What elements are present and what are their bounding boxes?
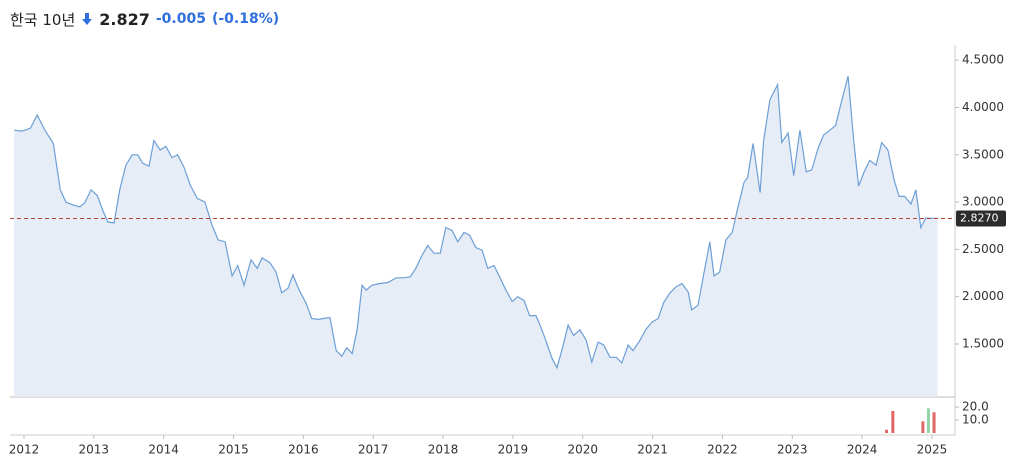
- x-tick-label: 2023: [777, 443, 808, 457]
- volume-bar: [926, 408, 930, 433]
- y-tick-label: 2.5000: [962, 242, 1004, 256]
- x-tick-label: 2025: [917, 443, 948, 457]
- x-tick-label: 2021: [637, 443, 668, 457]
- line: [14, 76, 938, 370]
- x-tick-label: 2022: [707, 443, 738, 457]
- quote-header: 한국 10년 2.827 -0.005 (-0.18%): [10, 6, 279, 32]
- volume-bar: [921, 421, 925, 433]
- y-tick-label: 4.5000: [962, 53, 1004, 67]
- change-percent: (-0.18%): [211, 11, 280, 27]
- x-tick-label: 2020: [567, 443, 598, 457]
- x-tick-label: 2012: [9, 443, 40, 457]
- y-tick-label: 2.0000: [962, 289, 1004, 303]
- volume-bar: [885, 429, 889, 433]
- x-tick-label: 2013: [79, 443, 110, 457]
- x-tick-label: 2014: [148, 443, 179, 457]
- down-arrow: [82, 13, 93, 25]
- instrument-title: 한국 10년: [10, 10, 76, 29]
- x-tick-label: 2015: [218, 443, 249, 457]
- x-tick-label: 2024: [847, 443, 878, 457]
- volume-tick-label: 10.0: [962, 413, 989, 427]
- volume-bar: [932, 412, 936, 433]
- x-tick-label: 2016: [288, 443, 319, 457]
- x-tick-label: 2019: [498, 443, 529, 457]
- x-tick-label: 2018: [428, 443, 459, 457]
- change: -0.005: [155, 11, 206, 27]
- price-label: 2.8270: [960, 211, 999, 224]
- y-tick-label: 3.0000: [962, 195, 1004, 209]
- last-price: 2.827: [99, 9, 150, 29]
- x-tick-label: 2017: [358, 443, 389, 457]
- price-label-box: [956, 210, 1006, 227]
- y-tick-label: 1.5000: [962, 337, 1004, 351]
- volume-tick-label: 20.0: [962, 400, 989, 414]
- y-tick-label: 4.0000: [962, 100, 1004, 114]
- y-tick-label: 3.5000: [962, 147, 1004, 161]
- volume-bar: [891, 410, 895, 433]
- area: [14, 76, 938, 397]
